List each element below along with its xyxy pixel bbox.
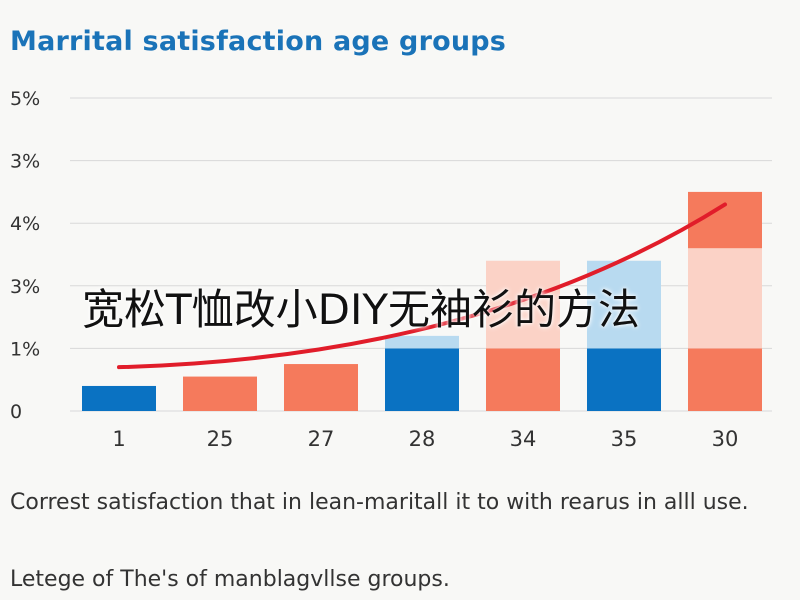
x-tick-label: 25: [207, 427, 234, 451]
bar-27: [284, 364, 358, 411]
x-tick-label: 27: [308, 427, 335, 451]
bar-28: [385, 335, 459, 411]
bar-segment: [587, 348, 661, 411]
bar-segment: [183, 376, 257, 411]
y-tick-label: 1%: [10, 338, 40, 360]
bar-35: [587, 260, 661, 411]
chart-caption: Correst satisfaction that in lean-marita…: [10, 490, 749, 515]
bar-25: [183, 376, 257, 411]
bar-segment: [486, 260, 560, 349]
chart-title: Marrital satisfaction age groups: [10, 26, 507, 57]
bar-segment: [587, 260, 661, 349]
trend-line: [117, 202, 727, 370]
bar-segment: [486, 348, 560, 411]
bar-34: [486, 260, 560, 411]
bar-segment: [284, 364, 358, 411]
x-tick-label: 1: [112, 427, 125, 451]
watermark-overlay-text: 宽松T恤改小DIY无袖衫的方法: [82, 285, 641, 334]
y-tick-label: 3%: [10, 151, 40, 173]
y-tick-label: 5%: [10, 88, 40, 110]
x-tick-label: 30: [712, 427, 739, 451]
bar-segment: [385, 348, 459, 411]
y-tick-label: 3%: [10, 276, 40, 298]
bar-segment: [82, 385, 156, 411]
bar-segment: [688, 248, 762, 349]
y-tick-label: 4%: [10, 213, 40, 235]
y-tick-label: 0: [10, 401, 22, 423]
chart-footnote: Letege of The's of manblagvllse groups.: [10, 567, 450, 592]
bar-segment: [385, 335, 459, 349]
bar-1: [82, 385, 156, 411]
x-tick-label: 28: [409, 427, 436, 451]
x-tick-label: 34: [510, 427, 537, 451]
x-tick-label: 35: [611, 427, 638, 451]
bar-segment: [688, 348, 762, 411]
